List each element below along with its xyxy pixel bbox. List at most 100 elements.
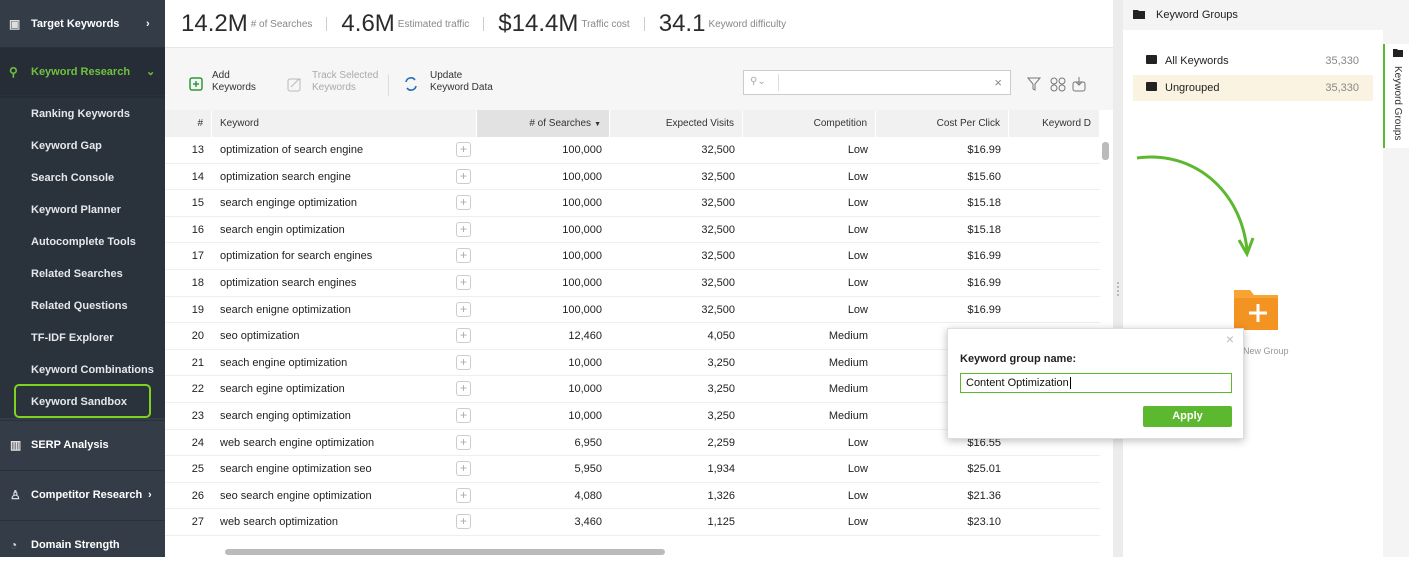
add-icon [189, 77, 203, 91]
nav-subitem[interactable]: Related Questions [0, 290, 165, 322]
table-row[interactable]: 27 web search optimization 3,460 1,125 Low $2… [165, 509, 1100, 536]
h-scrollbar[interactable] [225, 549, 665, 555]
add-to-group-button[interactable]: + [456, 301, 471, 317]
nav-subitem[interactable]: Keyword Gap [0, 130, 165, 162]
table-cell: search egine optimization [220, 383, 345, 396]
new-group-label[interactable]: New Group [1243, 346, 1289, 356]
table-row[interactable]: 20 seo optimization 12,460 4,050 Medium + [165, 323, 1100, 350]
side-tab-label[interactable]: Keyword Groups [1392, 66, 1403, 141]
column-header[interactable]: Competition [743, 110, 876, 137]
toolbar-button[interactable]: Add Keywords [212, 70, 256, 94]
table-row[interactable]: 17 optimization for search engines 100,000… [165, 243, 1100, 270]
clear-icon[interactable]: × [994, 75, 1002, 90]
table-cell: web search optimization [220, 516, 339, 529]
close-button[interactable]: × [1225, 331, 1234, 347]
nav-subitem[interactable]: Related Searches [0, 258, 165, 290]
update-icon [405, 77, 417, 91]
toolbar-button[interactable]: Update Keyword Data [430, 70, 493, 94]
column-header-label: Keyword D [1042, 118, 1091, 129]
table-row[interactable]: 26 seo search engine optimization 4,080 1,3… [165, 483, 1100, 510]
add-to-group-button[interactable]: + [456, 354, 471, 370]
v-scrollbar[interactable] [1102, 142, 1109, 160]
row-number: 24 [191, 436, 204, 449]
apply-button[interactable]: Apply [1143, 406, 1232, 427]
splitter[interactable] [1113, 0, 1123, 557]
add-to-group-button[interactable]: + [456, 275, 471, 290]
table-row[interactable]: 24 web search engine optimization 6,950 2,2… [165, 430, 1100, 457]
table-cell: 1,326 [707, 489, 735, 502]
table-cell: 1,934 [707, 463, 735, 476]
group-name[interactable]: Ungrouped [1165, 82, 1220, 94]
add-to-group-button[interactable]: + [456, 328, 471, 344]
search-box[interactable]: ⚲⌄ × [743, 70, 1011, 95]
table-row[interactable]: 13 optimization of search engine 100,000 32… [165, 137, 1100, 164]
add-to-group-button[interactable]: + [456, 461, 471, 477]
row-number: 18 [191, 277, 204, 289]
table-row[interactable]: 15 search enginge optimization 100,000 32,5… [165, 190, 1100, 217]
tool-icons[interactable] [1027, 76, 1087, 92]
table-row[interactable]: 21 seach engine optimization 10,000 3,250 Me… [165, 350, 1100, 377]
add-to-group-button[interactable]: + [456, 514, 471, 530]
add-to-group-button[interactable]: + [456, 195, 471, 211]
nav-label[interactable]: Competitor Research [31, 488, 143, 501]
table-cell: optimization of search engine [220, 144, 364, 156]
table-row[interactable]: 25 search engine optimization seo 5,950 1,9… [165, 456, 1100, 483]
add-to-group-button[interactable]: + [456, 168, 471, 184]
new-group-icon[interactable] [1232, 284, 1280, 332]
nav-subitem[interactable]: Ranking Keywords [0, 98, 165, 130]
add-to-group-button[interactable]: + [456, 142, 471, 157]
nav-arrow: ⌄ [146, 66, 156, 78]
column-header[interactable]: Keyword D [1009, 110, 1100, 137]
nav-subitem[interactable]: Autocomplete Tools [0, 226, 165, 258]
column-header[interactable]: # [165, 110, 212, 137]
nav-subitem[interactable]: TF-IDF Explorer [0, 322, 165, 354]
highlight-box [14, 384, 151, 418]
row-number: 22 [191, 383, 204, 396]
nav-label[interactable]: Domain Strength [31, 538, 120, 551]
nav-item[interactable]: ⚲ Keyword Research ⌄ [0, 48, 165, 96]
nav-subitem[interactable]: Search Console [0, 162, 165, 194]
add-to-group-button[interactable]: + [456, 487, 471, 503]
group-item[interactable]: All Keywords 35,330 [1133, 48, 1373, 74]
column-header[interactable]: Expected Visits [610, 110, 743, 137]
toolbar: ⚲⌄ × Add Keywords Track Selected Keywords Up… [165, 48, 1113, 110]
table-row[interactable]: 23 search enging optimization 10,000 3,250 M… [165, 403, 1100, 430]
table-cell: Medium [828, 383, 868, 396]
table-cell: 100,000 [562, 250, 602, 263]
nav-label[interactable]: Target Keywords [31, 17, 120, 30]
nav-subitem[interactable]: Keyword Combinations [0, 354, 165, 386]
column-header-label: # of Searches [529, 118, 592, 129]
nav-subitem[interactable]: Keyword Sandbox [0, 386, 165, 418]
table-cell: Low [847, 436, 868, 449]
add-to-group-button[interactable]: + [456, 221, 471, 237]
add-to-group-button[interactable]: + [456, 248, 471, 264]
column-header[interactable]: # of Searches ▼ [477, 110, 610, 137]
table-row[interactable]: 19 search enigne optimization 100,000 32,50… [165, 297, 1100, 324]
add-to-group-button[interactable]: + [456, 434, 471, 450]
column-header[interactable]: Keyword [212, 110, 477, 137]
nav-item[interactable]: ▥ SERP Analysis [0, 420, 165, 468]
table-row[interactable]: 18 optimization search engines 100,000 32,5… [165, 270, 1100, 297]
track-icon [287, 78, 301, 92]
table-row[interactable]: 22 search egine optimization 10,000 3,250 Me… [165, 376, 1100, 403]
group-name-input[interactable]: Content Optimization​ [960, 373, 1232, 393]
group-item[interactable]: Ungrouped 35,330 [1133, 75, 1373, 101]
add-to-group-button[interactable]: + [456, 381, 471, 397]
group-name[interactable]: All Keywords [1165, 55, 1229, 67]
table-cell: search engin optimization [220, 223, 345, 236]
table-row[interactable]: 14 optimization search engine 100,000 32,50… [165, 164, 1100, 191]
nav-label[interactable]: Keyword Research [31, 65, 131, 78]
nav-item[interactable]: ◔ Domain Strength [0, 520, 165, 568]
table-cell: 4,080 [574, 489, 602, 502]
table-cell: $25.01 [967, 463, 1001, 476]
column-header[interactable]: Cost Per Click [876, 110, 1009, 137]
side-tab[interactable]: Keyword Groups [1383, 44, 1409, 148]
toolbar-button[interactable]: Track Selected Keywords [312, 70, 378, 94]
nav-subitem[interactable]: Keyword Planner [0, 194, 165, 226]
table-row[interactable]: 16 search engin optimization 100,000 32,500… [165, 217, 1100, 244]
nav-item[interactable]: ♙ Competitor Research › [0, 470, 165, 518]
add-to-group-button[interactable]: + [456, 408, 471, 423]
stat-value: 14.2M [181, 10, 248, 37]
nav-item[interactable]: ▣ Target Keywords › [0, 0, 165, 48]
nav-label[interactable]: SERP Analysis [31, 438, 109, 451]
